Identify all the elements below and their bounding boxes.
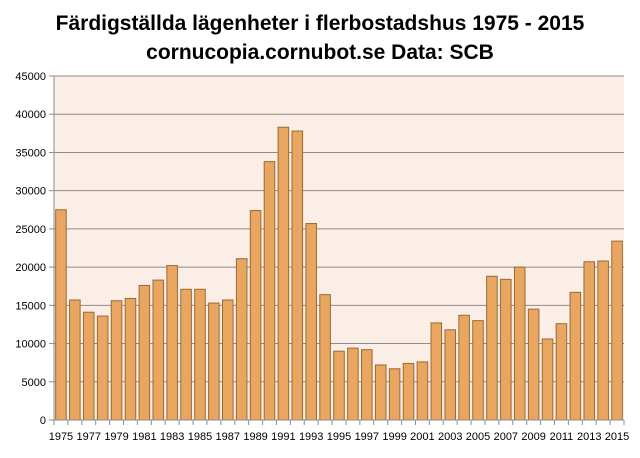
- bar-2014: [597, 260, 609, 421]
- y-tick-label: 25000: [15, 224, 46, 236]
- x-tick-label: 1997: [355, 431, 379, 443]
- bar-1995: [333, 350, 345, 421]
- bar-2006: [486, 275, 498, 421]
- bar-1991: [277, 126, 290, 421]
- x-tick-label: 1979: [104, 431, 128, 443]
- x-tick-label: 1989: [243, 431, 267, 443]
- x-tick-label: 1995: [327, 431, 351, 443]
- x-tick-label: 2005: [466, 431, 490, 443]
- bar-1997: [361, 349, 373, 421]
- x-tick-labels: 1975 1977 1979 1981 1983 1985 1987 1989 1991 1993…: [49, 431, 630, 443]
- bar-1983: [166, 265, 178, 421]
- bar-2007: [500, 278, 512, 421]
- bar-2013: [583, 261, 596, 421]
- bar-2008: [513, 266, 526, 421]
- bar-1999: [388, 368, 401, 421]
- bar-1977: [82, 311, 95, 421]
- bar-1990: [263, 161, 276, 421]
- x-tick-label: 2001: [410, 431, 434, 443]
- bar-1989: [249, 210, 262, 421]
- bar-1993: [305, 223, 317, 421]
- bar-1982: [152, 279, 165, 421]
- x-tick-label: 1983: [160, 431, 184, 443]
- bar-2000: [402, 362, 415, 421]
- y-tick-labels: 0 5000 10000 15000 20000 25000 30000 35000 40000…: [15, 71, 46, 427]
- bar-1987: [221, 299, 234, 421]
- y-tick-label: 5000: [22, 377, 46, 389]
- bar-1996: [347, 347, 359, 421]
- x-tick-label: 2007: [494, 431, 518, 443]
- x-tick-label: 2013: [577, 431, 601, 443]
- x-tick-label: 1981: [132, 431, 156, 443]
- chart-subtitle: cornucopia.cornubot.se Data: SCB: [146, 41, 494, 64]
- x-tick-label: 1993: [299, 431, 323, 443]
- bar-2010: [541, 338, 554, 421]
- bar-1988: [235, 258, 248, 421]
- bar-1979: [110, 300, 123, 421]
- bar-1980: [124, 297, 137, 421]
- x-tick-label: 2003: [438, 431, 462, 443]
- bar-1998: [374, 364, 387, 421]
- y-tick-label: 0: [40, 415, 46, 427]
- bar-2015: [611, 240, 623, 421]
- y-tick-label: 10000: [15, 339, 46, 351]
- y-tick-label: 20000: [15, 262, 46, 274]
- bar-1994: [319, 294, 331, 421]
- x-tick-label: 2009: [521, 431, 545, 443]
- x-tick-label: 1977: [77, 431, 101, 443]
- bar-2001: [416, 361, 429, 421]
- bar-2002: [430, 322, 443, 421]
- x-tick-label: 2011: [550, 431, 574, 443]
- x-tick-label: 1991: [271, 431, 295, 443]
- y-tick-label: 45000: [15, 71, 46, 83]
- bar-1981: [138, 284, 151, 421]
- bar-2012: [569, 291, 582, 421]
- bar-2005: [472, 320, 484, 421]
- axes: [53, 76, 624, 421]
- x-tick-label: 1987: [216, 431, 240, 443]
- x-tick-label: 1985: [188, 431, 212, 443]
- x-tick-label: 2015: [605, 431, 629, 443]
- bar-2011: [555, 323, 568, 421]
- y-tick-label: 40000: [15, 109, 46, 121]
- bar-1975: [55, 209, 67, 421]
- chart-title: Färdigställda lägenheter i flerbostadshu…: [56, 12, 585, 35]
- bar-1976: [69, 299, 81, 421]
- bar-1978: [96, 315, 109, 421]
- y-tick-label: 30000: [15, 186, 46, 198]
- x-tick-label: 1999: [382, 431, 406, 443]
- bar-1984: [180, 288, 192, 421]
- x-tick-label: 1975: [49, 431, 73, 443]
- bar-1986: [208, 302, 220, 421]
- bar-2003: [444, 329, 457, 421]
- bar-2009: [527, 308, 540, 421]
- y-tick-label: 35000: [15, 147, 46, 159]
- y-tick-label: 15000: [15, 300, 46, 312]
- bar-1985: [194, 288, 206, 421]
- bar-2004: [458, 314, 470, 421]
- bar-1992: [291, 130, 304, 421]
